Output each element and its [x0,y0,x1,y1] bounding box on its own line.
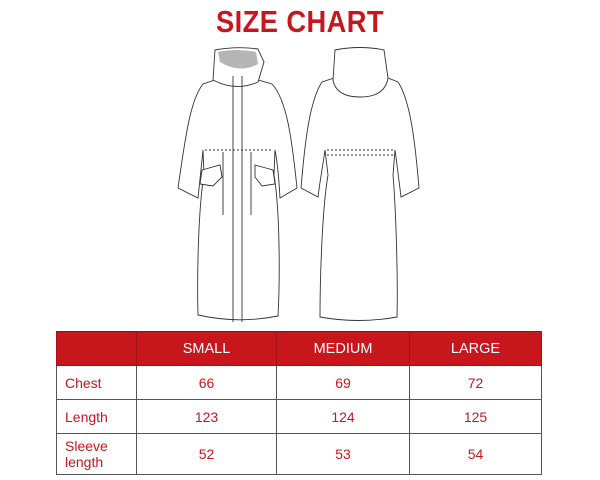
cell: 52 [136,433,277,475]
row-label: Chest [56,365,137,400]
cell: 125 [409,399,542,434]
page-title: SIZE CHART [215,4,385,39]
cell: 66 [136,365,277,400]
header-medium: MEDIUM [276,331,410,366]
header-large: LARGE [409,331,542,366]
table-header-row: SMALL MEDIUM LARGE [56,331,542,366]
cell: 54 [409,433,542,475]
table-row: Chest 66 69 72 [56,365,542,400]
cell: 69 [276,365,410,400]
cell: 72 [409,365,542,400]
table-row: Sleeve length 52 53 54 [56,433,542,475]
table-row: Length 123 124 125 [56,399,542,434]
hood-lining [218,50,258,69]
cell: 124 [276,399,410,434]
coat-front-illustration [177,47,298,322]
header-small: SMALL [136,331,277,366]
row-label: Length [56,399,137,434]
cell: 53 [276,433,410,475]
cell: 123 [136,399,277,434]
size-table: SMALL MEDIUM LARGE Chest 66 69 72 Length… [56,331,542,475]
row-label: Sleeve length [56,433,137,475]
coat-back-illustration [300,47,420,321]
header-empty [56,331,137,366]
